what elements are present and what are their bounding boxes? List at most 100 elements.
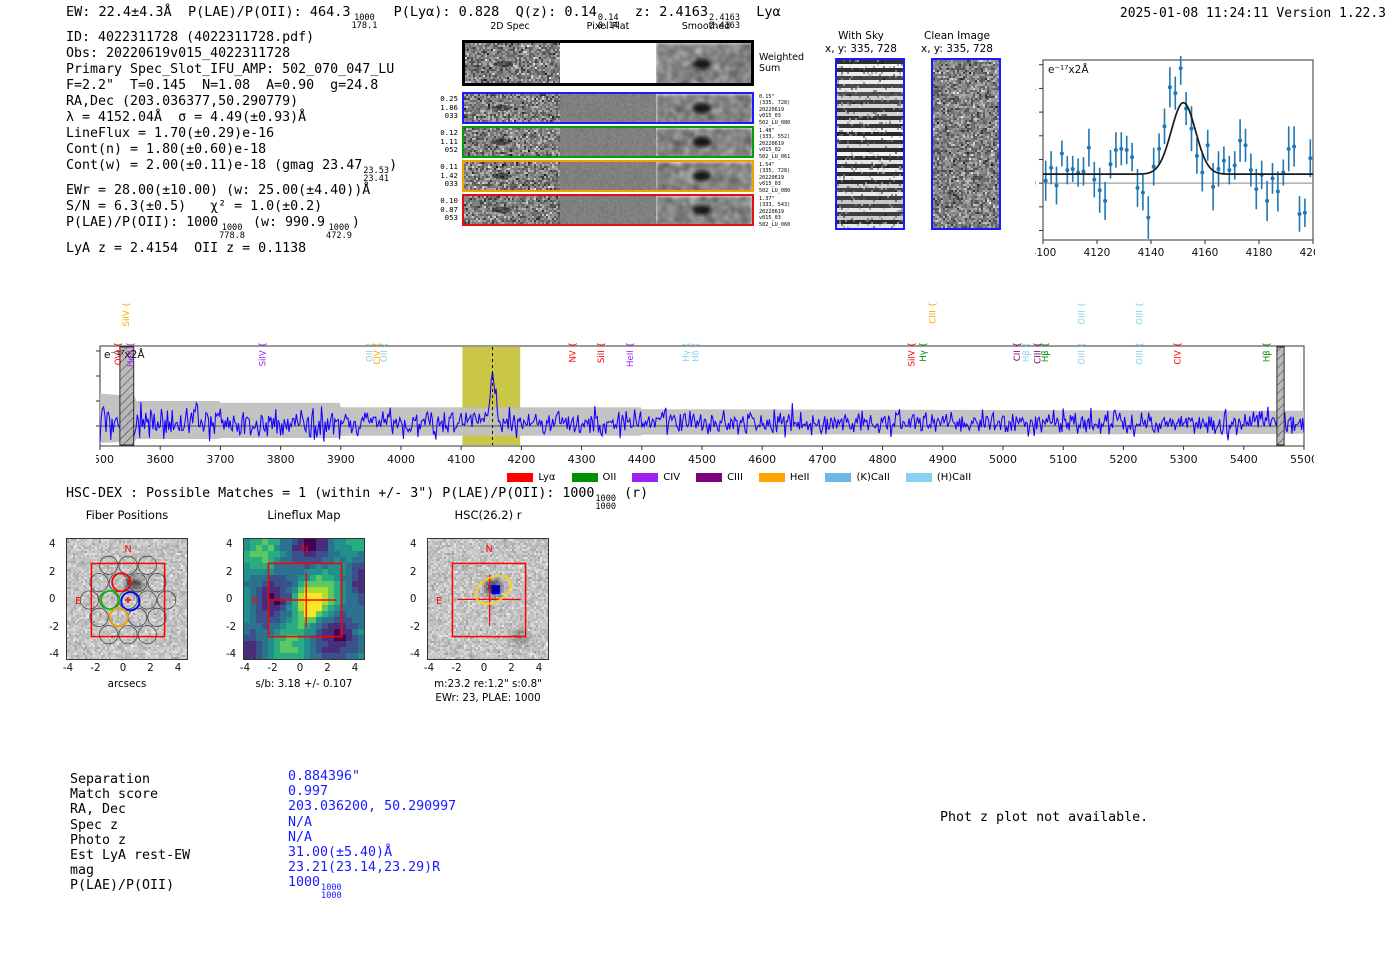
ytick-0-0: 4 [49, 539, 56, 550]
legend-label-6: (H)CaII [936, 472, 972, 483]
spec2d-row-meta-1: 0.15" (335, 728) 20220619 v015_03 502_LU… [759, 94, 791, 126]
spec2d-col-title-1: Pixel Flat [586, 21, 630, 32]
spec2d-image [464, 128, 560, 156]
legend-label-2: CIV [663, 472, 681, 483]
xtick-2-4: 4 [535, 663, 543, 674]
ytick-0-2: 0 [49, 594, 56, 605]
spectral-line-label-7: NV { [569, 342, 579, 363]
summary-field-3: Q(z): 0.14 0.14 0.14 [515, 4, 619, 31]
hsc-match-headline: HSC-DEX : Possible Matches = 1 (within +… [66, 486, 649, 512]
weighted-sum-label: Weighted Sum [759, 52, 804, 74]
fraction-annotation: 1000 472.9 [326, 223, 352, 241]
sky-cutouts: With Sky x, y: 335, 728 Clean Image x, y:… [825, 30, 1016, 250]
spec2d-image [464, 94, 560, 122]
summary-field-5: Lyα [756, 4, 781, 20]
ytick-2-2: 0 [410, 594, 417, 605]
spec2d-row-0 [462, 40, 754, 86]
spectral-line-label-22: OIII { [1136, 302, 1146, 325]
ytick-2-1: 2 [410, 566, 417, 578]
ytick-2-4: -4 [410, 649, 421, 660]
match-key-3: Spec z [70, 817, 119, 833]
cutout-caption-0: With Sky x, y: 335, 728 [825, 30, 897, 55]
param-line-1: Obs: 20220619v015_4022311728 [66, 46, 291, 61]
xtick-1-1: -2 [267, 663, 278, 674]
source-parameters: ID: 4022311728 (4022311728.pdf) Obs: 2022… [66, 30, 397, 257]
legend-swatch-2 [632, 473, 659, 482]
xtick-1-2: 0 [296, 663, 304, 674]
param-sn: S/N = 6.3(±0.5) χ² = 1.0(±0.2) [66, 199, 323, 215]
legend-item-2: CIV [632, 472, 680, 483]
spec2d-row-1 [462, 92, 754, 124]
fraction-annotation: 23.53 23.41 [363, 165, 390, 184]
spectral-line-label-9: HeII { [626, 342, 636, 367]
spectral-line-label-18: Hβ { [1041, 342, 1051, 362]
legend-label-1: OII [602, 472, 617, 483]
legend-swatch-1 [571, 473, 598, 482]
param-line-0: ID: 4022311728 (4022311728.pdf) [66, 30, 315, 45]
spec2d-row-meta-4: 1.37" (333, 543) 20220619 v015_03 502_LU… [759, 196, 791, 228]
fraction-annotation: 1000 1000 [321, 883, 342, 901]
image-panel-title-0: Fiber Positions [85, 508, 169, 522]
spectral-line-label-6: OII { [380, 342, 390, 362]
spec2d-row-meta-2: 1.48" (333, 552) 20220619 v015_02 502_LU… [759, 128, 791, 160]
spectral-line-label-15: CII { [1013, 342, 1023, 361]
spectral-line-label-3: SiIV { [259, 342, 269, 366]
param-ewr: EWr = 28.00(±10.00) (w: 25.00(±4.40))Å [66, 183, 371, 199]
summary-field-1: P(LAE)/P(OII): 464.3 1000 178.1 [187, 4, 378, 31]
smoothed-image [656, 196, 752, 224]
image-panel-title-1: Lineflux Map [267, 508, 341, 522]
spectral-line-label-0: SiIV { [122, 302, 132, 326]
param-line-3: F=2.2" T=0.145 N=1.08 A=0.90 g=24.8 [66, 78, 379, 93]
smoothed-image [656, 162, 752, 190]
param-line-4: RA,Dec (203.036377,50.290779) [66, 94, 299, 109]
legend-item-0: Lyα [507, 472, 556, 483]
image-panel-caption-2: m:23.2 re:1.2" s:0.8" [434, 678, 542, 690]
pixel-flat-image [560, 128, 656, 156]
legend-label-3: CIII [727, 472, 743, 483]
spec2d-row-stats-4: 0.10 0.87 053 [440, 196, 458, 223]
smoothed-image [656, 94, 752, 122]
match-value-5: 31.00(±5.40)Å [288, 845, 393, 860]
summary-field-2: P(Lyα): 0.828 [393, 4, 500, 20]
spectrum-legend: Lyα OII CIV CIII HeII (K)CaII (H)CaII [507, 472, 971, 483]
cutout-image-1 [931, 58, 1001, 230]
match-value-4: N/A [288, 829, 313, 845]
match-key-7: P(LAE)/P(OII) [70, 878, 175, 894]
fraction-annotation: 0.14 0.14 [597, 12, 619, 31]
image-panel-caption2-2: EWr: 23, PLAE: 1000 [435, 692, 541, 704]
param-cont-w: Cont(w) = 2.00(±0.11)e-18 (gmag 23.47 23.… [66, 158, 398, 184]
spectral-line-label-2: HeII { [127, 342, 137, 367]
ytick-1-1: 2 [226, 566, 233, 578]
spectral-line-label-5: CIV { [373, 342, 383, 365]
spectral-line-label-4: OII { [366, 342, 376, 362]
xtick-2-2: 0 [480, 663, 488, 674]
match-value-6: 23.21(23.14,23.29)R [288, 860, 441, 876]
full-spectrum-plot: 3500360037003800390040004100420043004400… [96, 268, 1314, 492]
spectral-line-label-10: Hγ { [682, 342, 692, 362]
spectral-line-label-21: OIII { [1136, 342, 1146, 365]
match-key-1: Match score [70, 787, 159, 803]
spectral-line-label-1: OVI { [114, 342, 124, 365]
ytick-1-3: -2 [226, 621, 237, 633]
ytick-0-4: -4 [49, 649, 60, 660]
ytick-2-0: 4 [410, 539, 417, 550]
spec2d-row-stats-3: 0.11 1.42 033 [440, 162, 458, 189]
smoothed-image [655, 43, 751, 83]
spec2d-col-title-2: Smoothed [681, 21, 731, 32]
spectral-line-label-20: OIII { [1077, 302, 1087, 325]
xtick-0-0: -4 [62, 663, 74, 674]
fraction-annotation: 1000 778.8 [219, 223, 245, 241]
legend-label-4: HeII [789, 472, 810, 483]
timestamp-version: 2025-01-08 11:24:11 Version 1.22.3 [1119, 6, 1386, 21]
spec2d-row-2 [462, 126, 754, 158]
linefit-svg: 410041204140416041804200-2-1012345e⁻¹⁷x2… [1035, 56, 1315, 259]
legend-item-1: OII [571, 472, 617, 483]
legend-label-0: Lyα [538, 472, 556, 483]
legend-swatch-0 [507, 473, 534, 482]
xtick-1-3: 2 [324, 663, 331, 674]
match-value-3: N/A [288, 814, 313, 830]
legend-item-5: (K)CaII [825, 472, 890, 483]
spec2d-row-stats-2: 0.12 1.11 052 [440, 128, 458, 155]
